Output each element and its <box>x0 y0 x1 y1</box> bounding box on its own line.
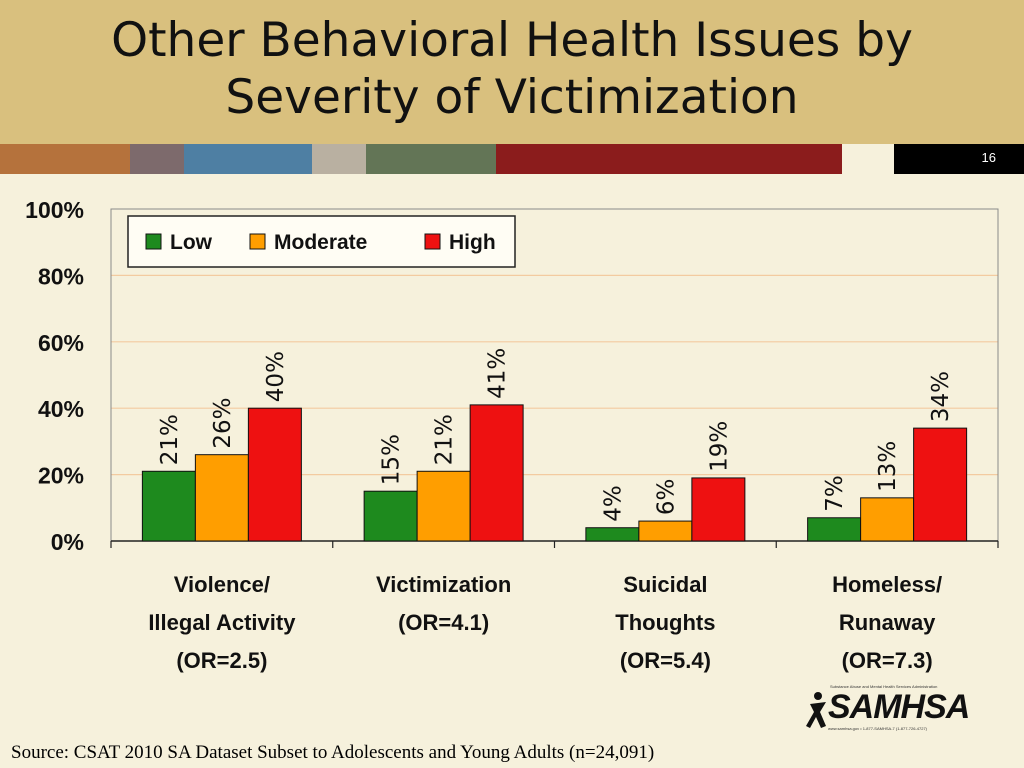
figure-icon <box>806 692 826 728</box>
samhsa-logo: Substance Abuse and Mental Health Servic… <box>806 684 970 732</box>
strip-segment <box>312 144 366 174</box>
category-label: (OR=7.3) <box>842 648 933 673</box>
data-label: 7% <box>822 475 848 512</box>
bar-high <box>247 407 302 542</box>
data-label: 4% <box>600 485 626 521</box>
category-label: Suicidal <box>623 572 707 597</box>
legend-label: Moderate <box>274 231 367 254</box>
bar-moderate <box>194 454 249 542</box>
y-tick-label: 80% <box>38 263 84 289</box>
bar-chart: 0% 20% 40% 60% 80% 100% 21% 26% 40% Violence/Ille… <box>25 197 999 673</box>
legend-swatch <box>145 233 162 250</box>
category-label: Runaway <box>839 610 936 635</box>
bar-high <box>469 404 524 542</box>
data-label: 34% <box>928 371 954 422</box>
y-tick-label: 20% <box>38 463 84 489</box>
y-tick-label: 60% <box>38 330 84 356</box>
y-tick-label: 100% <box>25 197 84 223</box>
data-label: 19% <box>706 421 732 472</box>
source-note: Source: CSAT 2010 SA Dataset Subset to A… <box>11 742 655 763</box>
bar-moderate <box>638 520 693 542</box>
category-label: (OR=2.5) <box>176 648 267 673</box>
legend-swatch <box>424 233 441 250</box>
category-label: (OR=4.1) <box>398 610 489 635</box>
strip-segment <box>894 144 1024 174</box>
strip-segment <box>184 144 312 174</box>
logo-tagline: Substance Abuse and Mental Health Servic… <box>830 684 938 689</box>
legend-swatch <box>249 233 266 250</box>
bar-high <box>913 427 968 542</box>
data-label: 26% <box>210 398 236 449</box>
category-label: Victimization <box>376 572 511 597</box>
category-label: Homeless/ <box>832 572 942 597</box>
category-label: Violence/ <box>174 572 270 597</box>
bar-low <box>807 517 862 542</box>
strip-segment <box>842 144 894 174</box>
bar-low <box>585 527 640 542</box>
strip-segment <box>0 144 130 174</box>
data-label: 21% <box>157 414 183 465</box>
bar-moderate <box>416 470 471 542</box>
logo-contact: www.samhsa.gov • 1-877-SAMHSA-7 (1-877-7… <box>828 726 927 731</box>
category-label: Illegal Activity <box>148 610 296 635</box>
logo-name: SAMHSA <box>828 688 970 726</box>
slide-number: 16 <box>981 150 996 165</box>
legend-label: Low <box>170 231 213 254</box>
y-tick-label: 0% <box>51 529 84 555</box>
legend-label: High <box>449 231 496 254</box>
data-label: 15% <box>379 434 405 485</box>
strip-segment <box>130 144 184 174</box>
data-label: 13% <box>875 441 901 492</box>
data-label: 41% <box>485 348 511 399</box>
color-strip <box>0 144 1024 174</box>
data-label: 40% <box>263 351 289 402</box>
category-label: (OR=5.4) <box>620 648 711 673</box>
bar-high <box>691 477 746 542</box>
title-band: Other Behavioral Health Issues by Severi… <box>0 0 1024 144</box>
strip-segment <box>496 144 842 174</box>
y-tick-label: 40% <box>38 396 84 422</box>
title-line-1: Other Behavioral Health Issues by <box>111 13 913 68</box>
data-label: 6% <box>653 479 679 515</box>
legend <box>127 215 516 268</box>
data-label: 21% <box>432 414 458 465</box>
strip-segment <box>366 144 496 174</box>
bar-low <box>363 490 418 542</box>
title-line-2: Severity of Victimization <box>225 70 799 125</box>
category-label: Thoughts <box>615 610 715 635</box>
slide-title: Other Behavioral Health Issues by Severi… <box>0 12 1024 126</box>
bar-low <box>141 470 196 542</box>
bar-moderate <box>860 497 915 542</box>
